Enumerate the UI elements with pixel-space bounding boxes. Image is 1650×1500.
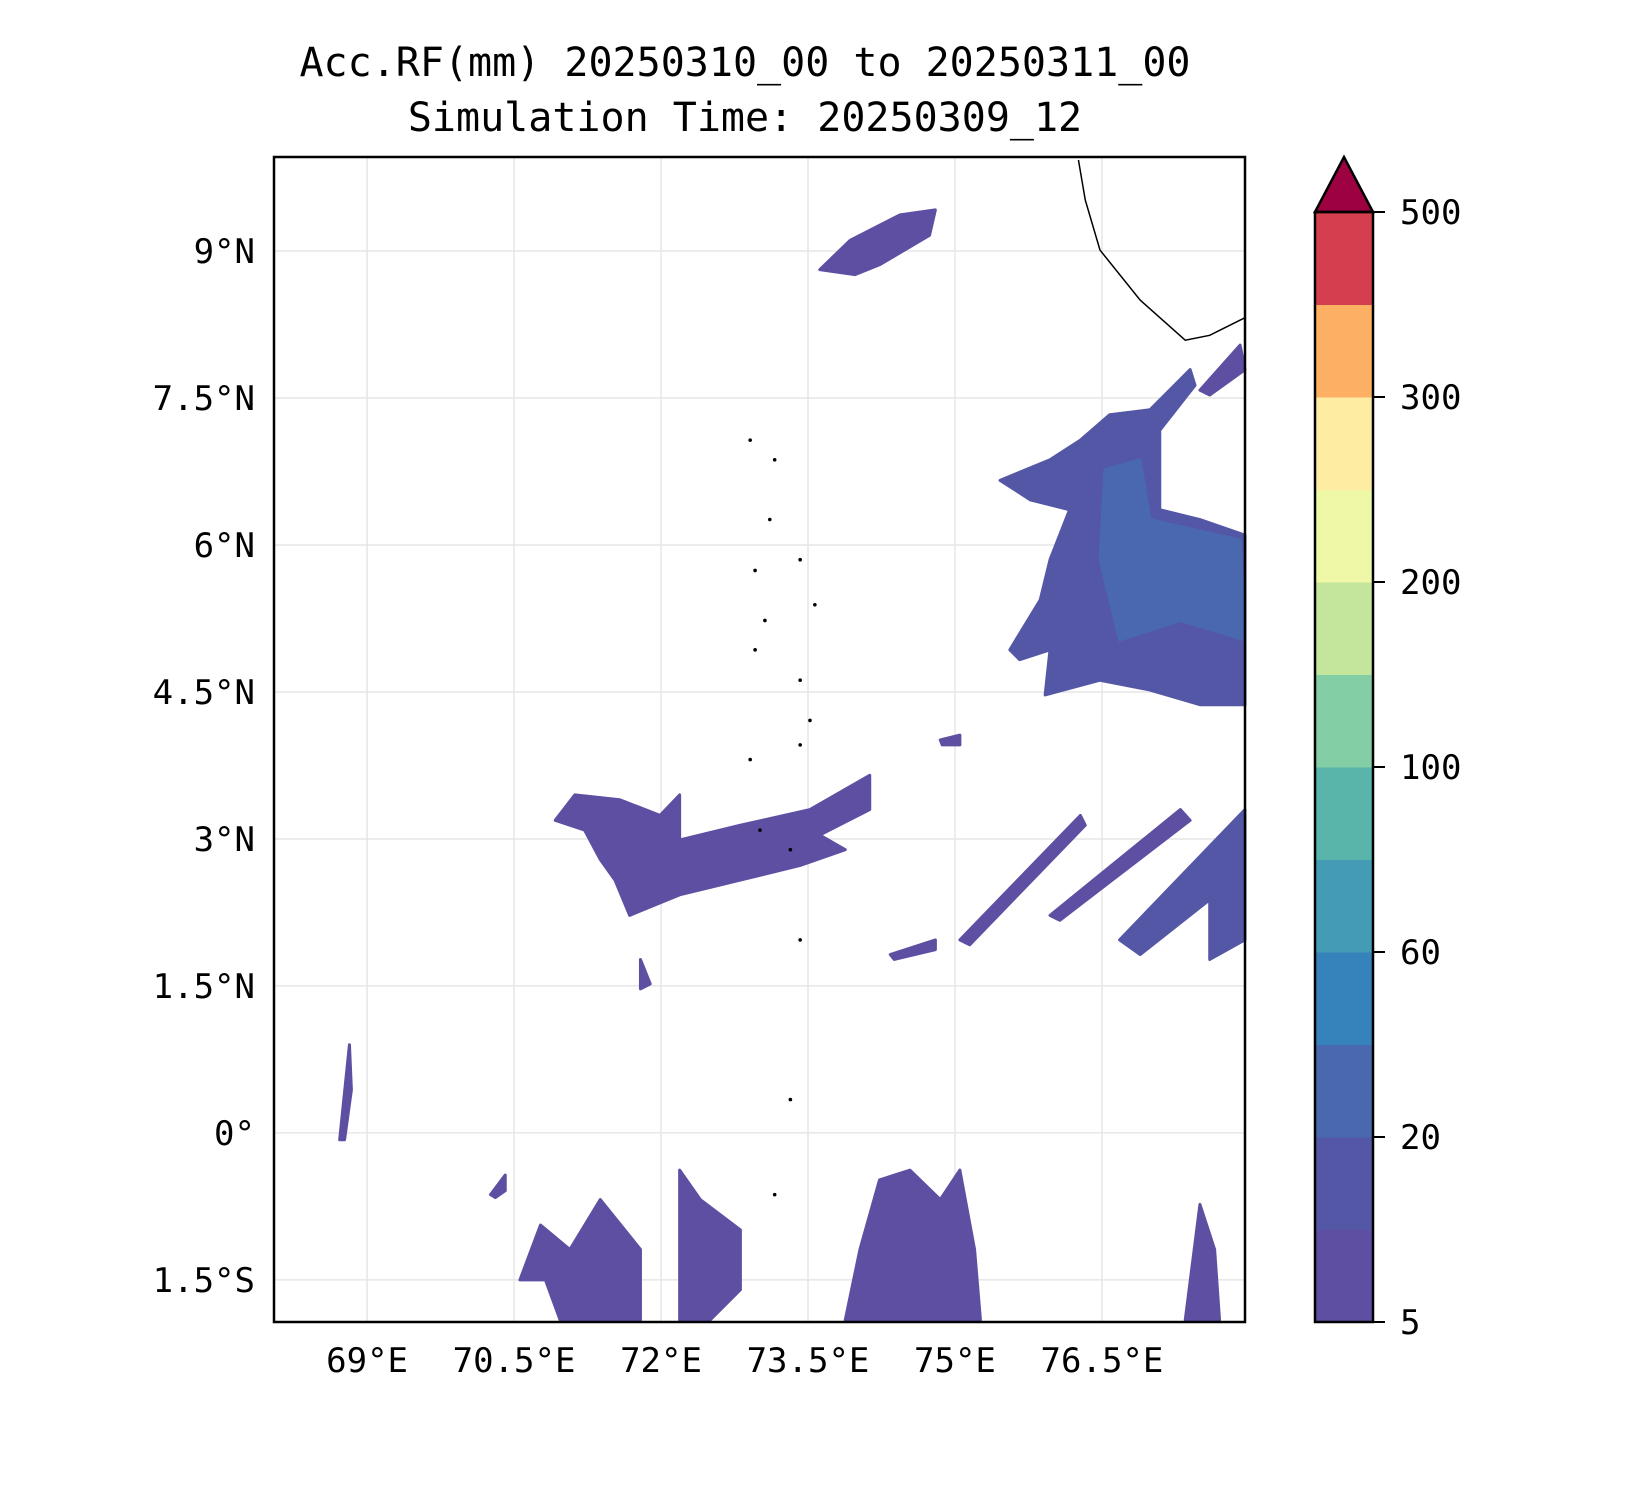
colorbar-segment (1315, 1137, 1373, 1230)
y-tick-label: 9°N (194, 232, 255, 272)
x-tick-label: 69°E (326, 1341, 408, 1381)
island-dot (753, 568, 757, 573)
island-dot (788, 1097, 793, 1102)
island-dot (798, 678, 802, 683)
island-dot (798, 743, 802, 747)
colorbar-tick-label: 20 (1400, 1118, 1441, 1158)
gridlines (274, 157, 1245, 1322)
island-dot (808, 718, 812, 723)
colorbar-segment (1315, 489, 1373, 583)
rain-region (638, 957, 652, 991)
rain-region (678, 1168, 742, 1322)
island-dot (788, 847, 793, 852)
x-tick-label: 70.5°E (453, 1341, 576, 1381)
island-dot (748, 438, 752, 442)
island-dot (798, 938, 802, 942)
rain-regions (338, 208, 1247, 1322)
x-tick-label: 76.5°E (1041, 1341, 1164, 1381)
colorbar-segment (1315, 767, 1373, 860)
colorbar: 5 20 60 100 200 300 500 (1312, 154, 1461, 1343)
colorbar-extend-arrow (1312, 154, 1376, 214)
island-dot (767, 517, 772, 522)
rain-region (338, 1043, 353, 1142)
colorbar-segment (1315, 212, 1373, 305)
x-tick-label: 73.5°E (747, 1341, 870, 1381)
colorbar-segment (1315, 1229, 1373, 1323)
chart-subtitle: Simulation Time: 20250309_12 (407, 95, 1083, 141)
rain-region (518, 1198, 642, 1322)
y-tick-label: 1.5°S (153, 1261, 255, 1301)
island-dot (772, 457, 777, 462)
colorbar-segment (1315, 1044, 1373, 1138)
rain-region (843, 1168, 982, 1322)
x-tick-label: 75°E (914, 1341, 996, 1381)
y-tick-label: 7.5°N (153, 379, 255, 419)
colorbar-segment (1315, 952, 1373, 1045)
chart-title: Acc.RF(mm) 20250310_00 to 20250311_00 (299, 40, 1191, 86)
colorbar-tick-label: 100 (1400, 748, 1461, 788)
rain-region (1183, 1202, 1222, 1322)
y-tick-label: 1.5°N (153, 967, 255, 1007)
colorbar-segment (1315, 674, 1373, 768)
colorbar-tick-label: 200 (1400, 563, 1461, 603)
plot-frame (272, 155, 1247, 1324)
rain-region (489, 1173, 507, 1200)
rain-region (888, 938, 937, 961)
islands (748, 438, 817, 1197)
colorbar-tick-label: 5 (1400, 1303, 1420, 1343)
island-dot (813, 602, 817, 607)
colorbar-segment (1315, 859, 1373, 953)
rain-region (818, 208, 937, 277)
y-ticks: 9°N 7.5°N 6°N 4.5°N 3°N 1.5°N 0° 1.5°S (153, 232, 255, 1301)
island-dot (753, 648, 757, 652)
island-dot (798, 557, 802, 562)
rain-region (1118, 808, 1247, 961)
y-tick-label: 4.5°N (153, 673, 255, 713)
rain-region (938, 733, 962, 747)
x-ticks: 69°E 70.5°E 72°E 73.5°E 75°E 76.5°E (326, 1341, 1163, 1381)
rain-region (958, 813, 1087, 947)
colorbar-segment (1315, 397, 1373, 490)
island-dot (772, 1192, 777, 1197)
colorbar-tick-label: 300 (1400, 378, 1461, 418)
colorbar-tick-label: 500 (1400, 193, 1461, 233)
x-tick-label: 72°E (620, 1341, 702, 1381)
island-dot (758, 828, 762, 832)
y-tick-label: 0° (214, 1114, 255, 1154)
coastline-india (1077, 159, 1246, 342)
y-tick-label: 3°N (194, 820, 255, 860)
rain-region (553, 773, 872, 917)
rain-region (1048, 808, 1192, 922)
colorbar-segment (1315, 582, 1373, 675)
rain-region (1198, 343, 1247, 397)
colorbar-tick-label: 60 (1400, 933, 1441, 973)
island-dot (763, 618, 767, 623)
coastline (1077, 159, 1246, 342)
colorbar-segment (1315, 304, 1373, 398)
rain-region (1098, 458, 1247, 642)
island-dot (748, 757, 752, 762)
y-tick-label: 6°N (194, 526, 255, 566)
